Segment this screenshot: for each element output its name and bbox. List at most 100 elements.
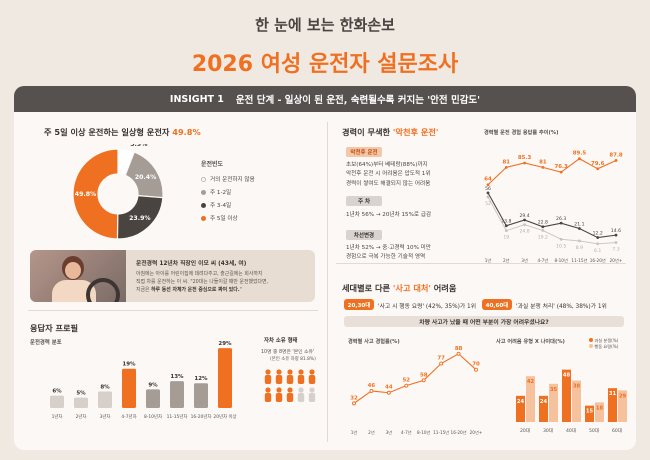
- legend-title: 운전빈도: [201, 161, 224, 168]
- trend-point: [504, 224, 508, 228]
- trend-point-label: 81: [539, 159, 547, 165]
- donut-label: 20.4%: [135, 174, 156, 181]
- trend-category-label: 1년: [485, 257, 492, 263]
- trend-point-label: 24.8: [519, 229, 529, 235]
- career-bar-label: 12%: [194, 376, 208, 382]
- experience-trend-line-chart: 64 81 85.3 81 76.3 89.5 79.6 87.8 56 23.8 29.4 22.8…: [484, 151, 623, 263]
- trend-point-label: 14.6: [611, 228, 621, 234]
- age-chart-legend: 과실 분쟁(%) 행동 요령(%): [589, 338, 618, 350]
- career-bar-label: 8%: [100, 384, 110, 390]
- career-category-label: 3년차: [100, 413, 111, 420]
- tag-parking: 주 차: [346, 196, 382, 206]
- trend-point-label: 52: [485, 201, 491, 207]
- age-bar-label: 29: [619, 393, 627, 399]
- age-bar-label: 31: [609, 391, 617, 397]
- legend-item: 주 3-4일: [201, 201, 231, 209]
- age-category-label: 50대: [589, 427, 599, 434]
- quote-line-start: 지금은: [136, 287, 152, 293]
- accident-point-label: 58: [420, 372, 428, 378]
- trend-point-label: 64: [484, 177, 492, 183]
- person-icon-body: [308, 375, 316, 384]
- legend-swatch: [201, 215, 206, 221]
- parking-desc: 1년차 56% → 20년차 15%로 급감: [346, 212, 432, 218]
- donut-label: 5.9%: [130, 144, 147, 148]
- accident-point-label: 70: [472, 362, 480, 368]
- insight-card: INSIGHT 1 운전 단계 - 일상이 된 운전, 숙련될수록 커지는 '안…: [14, 86, 636, 450]
- accident-point-label: 52: [403, 378, 411, 384]
- age-pill-20-30: 20,30대: [344, 299, 374, 310]
- legend-swatch: [201, 202, 206, 208]
- trend-point: [541, 165, 545, 169]
- accident-point: [386, 390, 391, 395]
- person-icon-body: [264, 375, 272, 384]
- tag-lane-change: 차선변경: [346, 230, 382, 240]
- survey-question: 차량 사고가 났을 때 어떤 부분이 가장 어려우셨나요?: [344, 316, 624, 327]
- age-bar-label: 24: [540, 399, 548, 405]
- driver-face: [65, 262, 81, 279]
- generation-title: 세대별로 다른 '사고 대처' 어려움: [342, 282, 456, 294]
- trend-point: [559, 237, 563, 241]
- weather-desc-line: 악천후 운전 시 어려움은 압도적 1위: [346, 171, 431, 178]
- accident-point: [439, 361, 444, 366]
- legend-label: 주 1-2일: [210, 190, 232, 196]
- trend-point-label: 76.3: [554, 164, 568, 170]
- quote-highlight: 하루 동선 자체가 운전 중심으로 짜여 있다.: [151, 287, 240, 293]
- lane-desc: 1년차 52% → 중·고경력 10% 미만 경험으로 극복 가능한 기술적 영…: [346, 244, 431, 263]
- weather-desc-line: 초보(64%)부터 베테랑(88%)까지: [346, 162, 428, 168]
- weather-title-prefix: 경력이 무색한: [342, 127, 393, 137]
- profile-title: 응답자 프로필: [30, 323, 79, 333]
- trend-point: [504, 165, 508, 169]
- age-bar: [549, 383, 558, 422]
- generation-title-highlight: '사고 대처': [392, 283, 431, 293]
- career-bar: [50, 395, 64, 408]
- legend-item: 주 1-2일: [201, 188, 231, 196]
- legend-item: 거의 운전하지 않음: [201, 175, 255, 183]
- age-category-label: 60대: [612, 427, 622, 434]
- donut-label: 23.9%: [129, 215, 150, 222]
- person-icon-head: [298, 369, 304, 375]
- career-bar: [122, 368, 136, 408]
- trend-point-label: 85.3: [518, 155, 532, 161]
- accident-category-label: 2년: [368, 429, 375, 435]
- person-icon-head: [287, 387, 293, 393]
- quote-name: 운전경력 12년차 직장인 이모 씨 (43세, 여): [136, 261, 247, 267]
- accident-point-label: 44: [385, 385, 393, 391]
- left-divider: [28, 310, 318, 311]
- trend-point-label: 21.1: [574, 221, 584, 227]
- career-bar-label: 29%: [218, 341, 232, 347]
- right-divider: [336, 263, 626, 264]
- trend-point: [559, 221, 563, 225]
- age-legend-label: 과실 분쟁(%): [594, 338, 619, 343]
- trend-point-label: 19.2: [538, 234, 548, 240]
- trend-category-label: 3년: [521, 257, 528, 263]
- person-icon-body: [275, 393, 283, 402]
- career-category-label: 4-7년차: [121, 413, 136, 420]
- trend-point: [486, 183, 490, 187]
- daily-title-value: 49.8%: [172, 127, 201, 137]
- weather-desc: 초보(64%)부터 베테랑(88%)까지 악천후 운전 시 어려움은 압도적 1…: [346, 161, 431, 189]
- age-bar: [572, 380, 581, 422]
- trend-point: [541, 225, 545, 229]
- career-category-label: 1년차: [52, 413, 63, 420]
- accident-category-label: 3년: [386, 429, 393, 435]
- age-bar-label: 38: [573, 384, 581, 390]
- age-bar-label: 42: [527, 379, 535, 385]
- accident-line: [353, 353, 477, 404]
- car-own-title: 자차 소유 형태: [264, 338, 298, 344]
- age-bar: [539, 395, 548, 422]
- trend-series-line: [487, 196, 617, 245]
- trend-point-label: 81: [503, 159, 511, 165]
- career-category-label: 11-15년차: [167, 413, 188, 420]
- trend-point: [614, 159, 618, 162]
- page-subtitle: 한 눈에 보는 한화손보: [255, 16, 395, 34]
- generation-title-prefix: 세대별로 다른: [342, 283, 393, 293]
- trend-point: [504, 229, 508, 233]
- trend-point-label: 89.5: [573, 151, 587, 157]
- accident-category-label: 1년: [351, 429, 358, 435]
- trend-point: [486, 195, 490, 199]
- frequency-donut-chart: 5.9% 20.4% 23.9% 49.8%: [72, 144, 164, 240]
- career-bar-label: 19%: [122, 362, 136, 368]
- weather-desc-line: 경력이 쌓여도 해결되지 않는 어려움: [346, 180, 431, 187]
- steering-wheel-icon: [86, 278, 120, 302]
- career-bar-label: 9%: [148, 382, 158, 388]
